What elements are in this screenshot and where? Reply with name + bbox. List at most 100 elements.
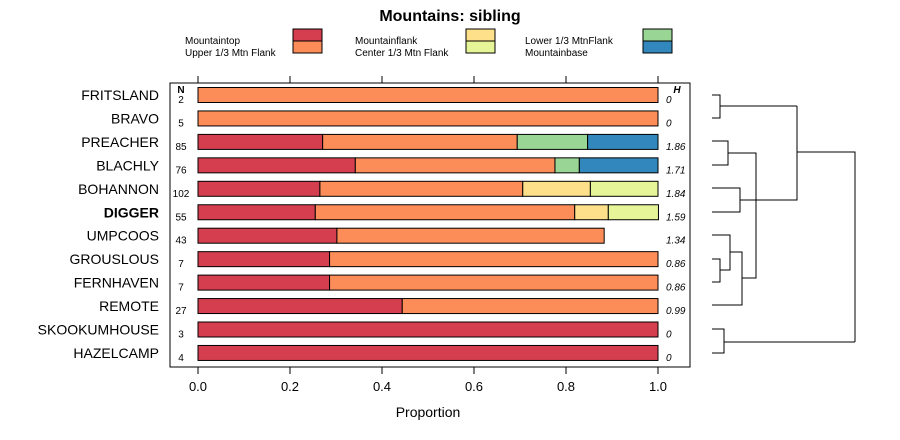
legend-label: Upper 1/3 Mtn Flank (185, 48, 277, 59)
n-label: 76 (175, 165, 187, 176)
bar-segment (197, 298, 403, 315)
dendrogram-branch (712, 140, 729, 166)
bar-segment (329, 251, 659, 268)
bar-segment (197, 133, 324, 150)
bar-segment (554, 157, 580, 174)
bar-segment (197, 157, 356, 174)
n-labels: 2 5 85 76 102 55 43 7 7 27 3 4 (173, 95, 190, 364)
bar-segment (197, 110, 659, 127)
bar-segment (607, 204, 659, 221)
bar-segment (314, 204, 576, 221)
h-label: 1.71 (666, 165, 685, 176)
n-label: 7 (178, 283, 184, 294)
plot-frame (169, 82, 691, 368)
dendrogram-branch (712, 258, 721, 283)
legend-swatch (642, 28, 673, 42)
bar-segment (578, 157, 659, 174)
dendrogram-branch (712, 94, 721, 119)
n-label: 5 (178, 118, 184, 129)
dendrogram-branch (797, 151, 856, 342)
legend-label: Center 1/3 Mtn Flank (355, 48, 449, 59)
x-axis-title: Proportion (396, 404, 461, 420)
category-label: FERNHAVEN (74, 275, 159, 291)
dendrogram-branch (712, 187, 741, 213)
h-label: 0 (666, 353, 672, 364)
bar-segment (401, 298, 659, 315)
h-label: 0 (666, 118, 672, 129)
legend-swatch (465, 28, 496, 42)
bar-segment (354, 157, 556, 174)
bars-group (197, 87, 659, 361)
bar-segment (197, 87, 659, 103)
dendrogram-branch (712, 328, 725, 354)
bar-segment (197, 180, 321, 197)
legend-label: Lower 1/3 MtnFlank (525, 36, 614, 47)
legend-swatch (292, 40, 323, 54)
h-label: 0.86 (666, 283, 686, 294)
h-labels: 0 0 1.86 1.71 1.84 1.59 1.34 0.86 0.86 0.99 0 0 (666, 95, 686, 364)
bar-segment (197, 321, 659, 338)
n-header: N (177, 85, 184, 96)
category-label: SKOOKUMHOUSE (38, 322, 159, 338)
category-label: BRAVO (111, 110, 159, 126)
h-label: 1.86 (666, 142, 686, 153)
h-label: 0 (666, 95, 672, 106)
category-label: GROUSLOUS (70, 251, 159, 267)
x-tick-label: 0.2 (281, 379, 299, 394)
bar-segment (197, 274, 331, 291)
bar-segment (319, 180, 524, 197)
category-label: DIGGER (104, 204, 159, 220)
h-label: 1.34 (666, 236, 686, 247)
bar-segment (587, 133, 659, 150)
dendrogram-branch (728, 152, 757, 201)
x-tick-label: 0.6 (465, 379, 483, 394)
category-label: HAZELCAMP (73, 345, 159, 361)
dendrogram-branch (712, 251, 743, 306)
dendrogram-branch (756, 106, 798, 201)
bar-segment (322, 133, 518, 150)
h-header: H (673, 85, 681, 96)
legend-label: Mountaintop (185, 36, 240, 47)
bar-segment (329, 274, 659, 291)
bar-segment (197, 251, 331, 268)
dendrogram-branch (712, 234, 731, 271)
category-label: BOHANNON (78, 181, 159, 197)
n-label: 43 (175, 236, 187, 247)
h-label: 1.59 (666, 212, 686, 223)
category-label: FRITSLAND (81, 87, 159, 103)
h-label: 0.86 (666, 259, 686, 270)
x-axis: 0.0 0.2 0.4 0.6 0.8 1.0 (189, 76, 667, 394)
bar-segment (197, 344, 659, 361)
legend-label: Mountainbase (525, 48, 588, 59)
dendrogram-branch (742, 200, 757, 279)
bar-segment (589, 180, 659, 197)
h-label: 1.84 (666, 189, 686, 200)
bar-segment (516, 133, 589, 150)
bar-segment (336, 227, 605, 244)
n-label: 102 (173, 189, 190, 200)
bar-segment (197, 227, 338, 244)
legend-swatch (292, 28, 323, 42)
n-label: 4 (178, 353, 184, 364)
category-labels: FRITSLAND BRAVO PREACHER BLACHLY BOHANNON DIG… (38, 87, 160, 361)
n-label: 2 (178, 95, 184, 106)
x-tick-label: 0.4 (373, 379, 391, 394)
n-label: 3 (178, 330, 184, 341)
n-label: 7 (178, 259, 184, 270)
x-tick-label: 0.0 (189, 379, 207, 394)
legend-swatch (642, 40, 673, 54)
bar-segment (522, 180, 591, 197)
bar-segment (574, 204, 609, 221)
category-label: PREACHER (81, 134, 159, 150)
bar-segment (197, 204, 316, 221)
legend-swatch (465, 40, 496, 54)
legend-label: Mountainflank (355, 36, 418, 47)
category-label: BLACHLY (96, 157, 159, 173)
category-label: UMPCOOS (87, 228, 159, 244)
x-tick-label: 0.8 (557, 379, 575, 394)
category-label: REMOTE (99, 298, 159, 314)
n-label: 27 (175, 306, 187, 317)
n-label: 55 (175, 212, 187, 223)
